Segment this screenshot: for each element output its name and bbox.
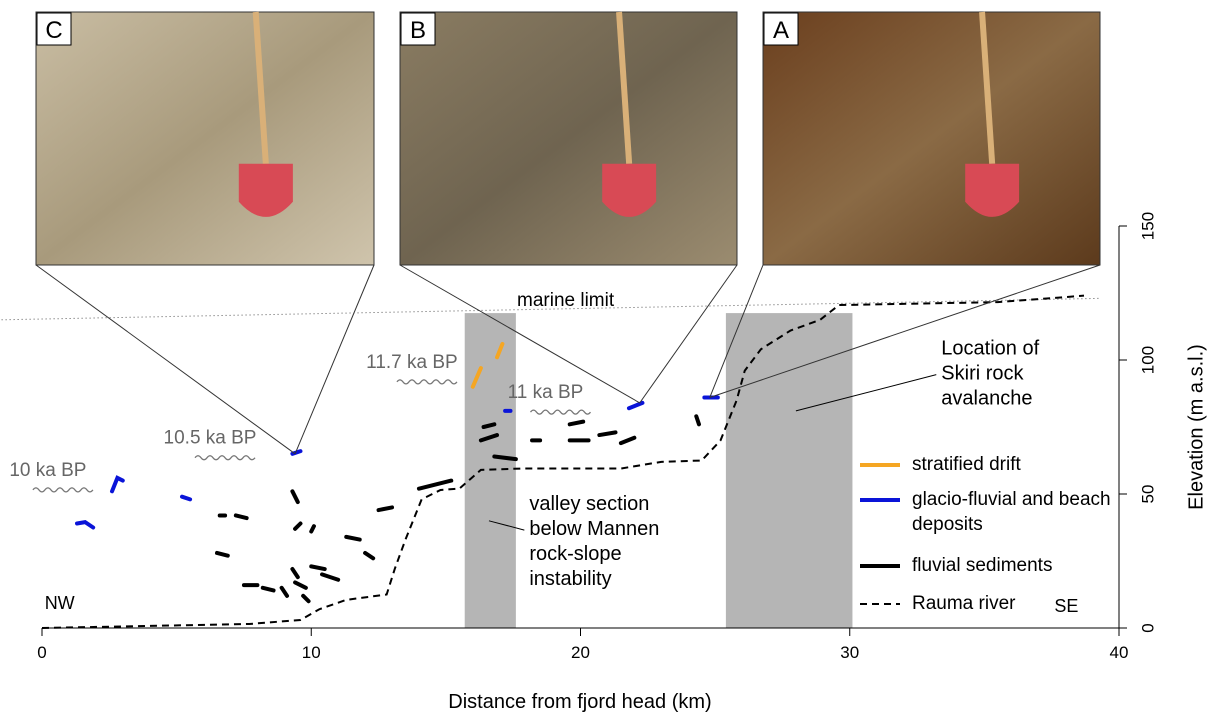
x-tick-label: 20: [571, 643, 590, 662]
note-text: valley section: [529, 493, 649, 515]
photo-shovel-blade: [602, 164, 656, 217]
photo-shovel-blade: [239, 164, 293, 217]
y-tick-label: 0: [1138, 623, 1157, 632]
age-label: 11 ka BP: [508, 382, 584, 403]
x-tick-label: 40: [1110, 643, 1129, 662]
photo: [400, 12, 737, 265]
y-tick-label: 50: [1138, 485, 1157, 504]
shaded-region: [726, 313, 853, 628]
age-wave: [530, 410, 590, 414]
x-axis-label: Distance from fjord head (km): [448, 691, 711, 713]
age-label: 10 ka BP: [9, 460, 86, 481]
photo-shovel-blade: [965, 164, 1019, 217]
direction-label: NW: [45, 593, 75, 613]
age-label: 11.7 ka BP: [366, 352, 458, 373]
legend-label: stratified drift: [912, 452, 1112, 477]
y-tick-label: 150: [1138, 212, 1157, 240]
age-wave: [397, 380, 457, 384]
photo: [763, 12, 1100, 265]
x-tick-label: 30: [840, 643, 859, 662]
note-text: avalanche: [941, 388, 1032, 410]
y-axis-label: Elevation (m a.s.l.): [1185, 344, 1207, 510]
note-text: rock-slope: [529, 543, 621, 565]
age-wave: [33, 488, 93, 492]
note-text: below Mannen: [529, 518, 659, 540]
photo-connector: [295, 265, 374, 454]
photo: [36, 12, 374, 265]
age-wave: [195, 456, 255, 460]
x-tick-label: 0: [37, 643, 46, 662]
figure: marine limit 0 10 20 30 40 Distance from fjord…: [0, 0, 1213, 717]
photo-connector: [640, 265, 737, 403]
y-tick-label: 100: [1138, 346, 1157, 374]
legend-label: Rauma river: [912, 591, 1112, 616]
photo-label: B: [410, 17, 426, 44]
photo-label: C: [45, 17, 62, 44]
note-text: Location of: [941, 338, 1039, 360]
note-text: instability: [529, 568, 611, 590]
photo-connector: [36, 265, 295, 454]
age-label: 10.5 ka BP: [164, 428, 257, 449]
x-tick-label: 10: [302, 643, 321, 662]
legend-label: glacio-fluvial and beach deposits: [912, 487, 1112, 537]
note-text: Skiri rock: [941, 363, 1024, 385]
photo-label: A: [773, 17, 789, 44]
marine-limit-label: marine limit: [517, 290, 615, 311]
legend-label: fluvial sediments: [912, 553, 1112, 578]
